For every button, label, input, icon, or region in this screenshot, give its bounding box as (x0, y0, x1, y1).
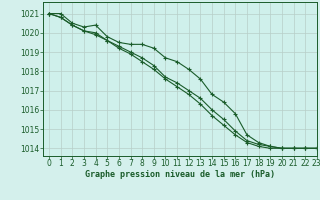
X-axis label: Graphe pression niveau de la mer (hPa): Graphe pression niveau de la mer (hPa) (85, 170, 275, 179)
